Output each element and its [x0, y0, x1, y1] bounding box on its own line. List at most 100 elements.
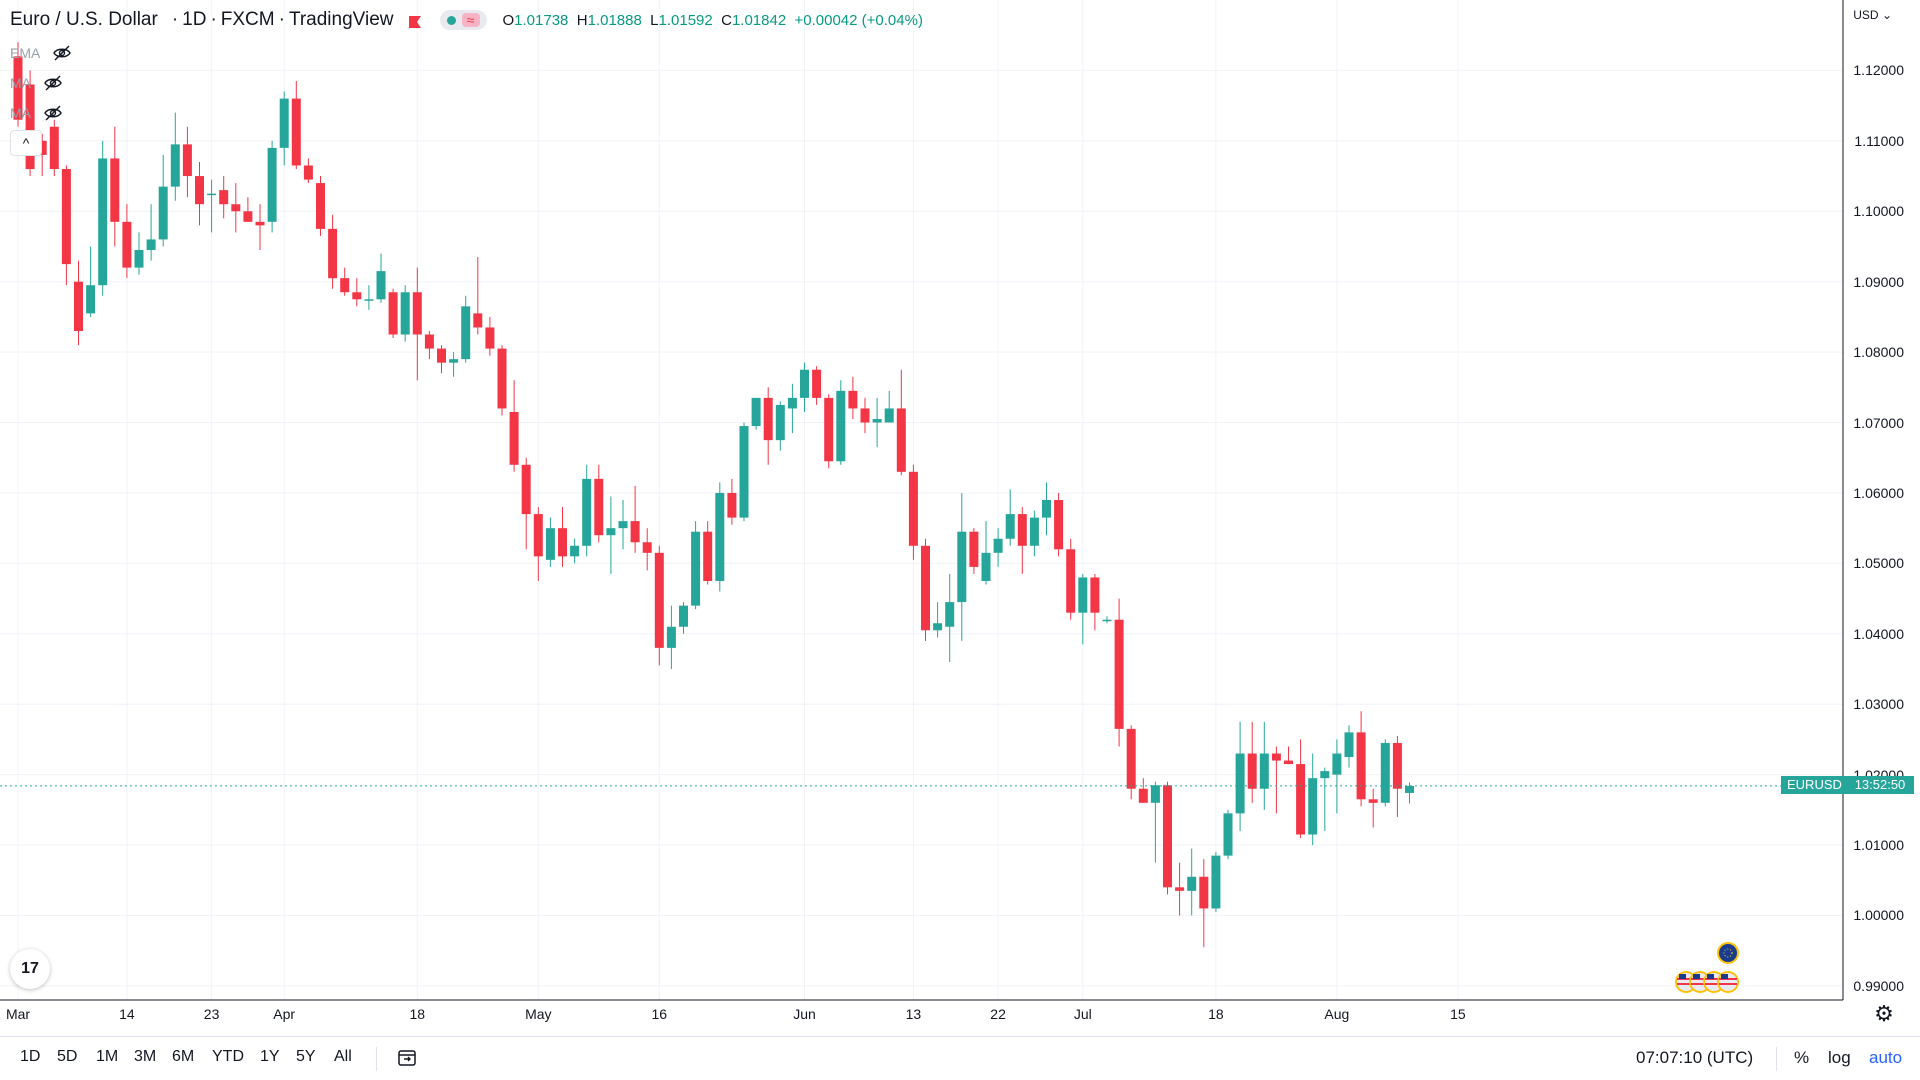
candle-body: [642, 542, 652, 553]
time-tick-label: Apr: [273, 1006, 296, 1022]
candle-body: [630, 521, 640, 543]
utc-clock[interactable]: 07:07:10 (UTC): [1636, 1048, 1754, 1067]
candle: [146, 204, 156, 261]
flag-icon[interactable]: [408, 13, 422, 28]
candle-body: [340, 278, 350, 293]
candle-body: [666, 626, 676, 648]
candle-body: [182, 144, 192, 177]
change-value: +0.00042 (+0.04%): [794, 11, 923, 29]
range-button-1d[interactable]: 1D: [20, 1048, 41, 1065]
candle: [74, 260, 83, 346]
candle: [497, 345, 507, 416]
time-tick-label: Mar: [5, 1006, 31, 1022]
candle-body: [606, 528, 616, 536]
candle-body: [219, 190, 229, 205]
indicator-row[interactable]: MA: [10, 98, 72, 128]
candle: [86, 246, 96, 317]
candle: [1054, 492, 1064, 557]
candle-body: [364, 299, 374, 301]
range-button-6m[interactable]: 6M: [172, 1048, 195, 1065]
range-button-ytd[interactable]: YTD: [212, 1048, 244, 1065]
candle-body: [461, 306, 471, 360]
candle: [352, 278, 362, 307]
candle-body: [1380, 742, 1390, 803]
candle: [521, 457, 531, 550]
candle-body: [1271, 753, 1281, 761]
candle: [1187, 848, 1197, 916]
candle-body: [25, 84, 35, 170]
tradingview-logo[interactable]: 17: [10, 949, 50, 989]
candle: [594, 464, 604, 543]
candle: [1126, 725, 1136, 800]
percent-scale-toggle[interactable]: %: [1794, 1048, 1810, 1067]
candle: [945, 573, 955, 662]
indicator-row[interactable]: EMA: [10, 38, 72, 68]
candle-body: [1320, 771, 1330, 779]
eye-off-icon[interactable]: [43, 105, 63, 121]
indicator-row[interactable]: MA: [10, 68, 72, 98]
candle: [110, 126, 120, 247]
candle: [1090, 573, 1100, 631]
eye-off-icon[interactable]: [52, 45, 72, 61]
candle-body: [158, 186, 168, 240]
symbol-legend[interactable]: Euro / U.S. Dollar · 1D · FXCM · Trading…: [10, 8, 923, 32]
candle: [1344, 725, 1354, 768]
candle: [303, 158, 313, 184]
legend-separator: ·: [210, 9, 217, 30]
market-status-pill[interactable]: ≈: [439, 10, 487, 30]
date-range-icon[interactable]: [396, 1047, 418, 1069]
candle: [243, 197, 253, 222]
candle-body: [618, 521, 628, 529]
candle: [727, 478, 737, 525]
candle: [207, 179, 217, 233]
candle: [1078, 573, 1088, 645]
collapse-indicators-button[interactable]: ^: [10, 130, 42, 156]
range-button-1m[interactable]: 1M: [96, 1048, 119, 1065]
candle-body: [860, 408, 870, 423]
candle-body: [812, 369, 822, 398]
candlestick-chart[interactable]: [0, 0, 1920, 1036]
open-label: O: [502, 11, 515, 29]
candle: [908, 464, 918, 560]
market-open-dot-icon: [446, 15, 456, 25]
range-button-all[interactable]: All: [334, 1048, 352, 1065]
candle-body: [1235, 753, 1245, 814]
range-button-1y[interactable]: 1Y: [260, 1048, 280, 1065]
auto-scale-toggle[interactable]: auto: [1869, 1048, 1903, 1067]
candle-body: [993, 538, 1003, 553]
candle-body: [739, 426, 749, 518]
price-tick-label: 1.10000: [1853, 203, 1904, 220]
candle-body: [267, 147, 277, 222]
range-button-5d[interactable]: 5D: [57, 1048, 78, 1065]
candle-body: [691, 531, 701, 606]
candle: [1199, 859, 1209, 948]
range-button-3m[interactable]: 3M: [134, 1048, 157, 1065]
price-tick-label: 1.04000: [1853, 625, 1904, 642]
gear-icon[interactable]: ⚙: [1874, 1001, 1894, 1026]
eye-off-icon[interactable]: [43, 75, 63, 91]
candle-body: [763, 397, 773, 441]
candle: [1029, 510, 1039, 557]
candle: [1005, 489, 1015, 546]
economic-events-icon[interactable]: [1670, 940, 1750, 996]
log-scale-toggle[interactable]: log: [1828, 1048, 1851, 1067]
candle: [666, 605, 676, 670]
candle: [787, 383, 797, 434]
candle-body: [1187, 876, 1197, 891]
open-value: 1.01738: [514, 11, 569, 29]
candle: [509, 380, 519, 472]
currency-selector[interactable]: USD ⌄: [1853, 8, 1892, 22]
candle: [424, 330, 434, 360]
range-button-5y[interactable]: 5Y: [296, 1048, 316, 1065]
price-tick-label: 1.11000: [1854, 132, 1904, 149]
candle-body: [400, 292, 410, 335]
candle-body: [703, 531, 713, 581]
candle-body: [134, 250, 144, 268]
price-tick-label: 1.05000: [1853, 555, 1904, 572]
candle: [291, 80, 301, 170]
candle-body: [255, 221, 265, 226]
candle-body: [49, 126, 59, 170]
countdown-badge: 13:52:50: [1846, 776, 1914, 794]
candle-body: [1368, 799, 1378, 803]
